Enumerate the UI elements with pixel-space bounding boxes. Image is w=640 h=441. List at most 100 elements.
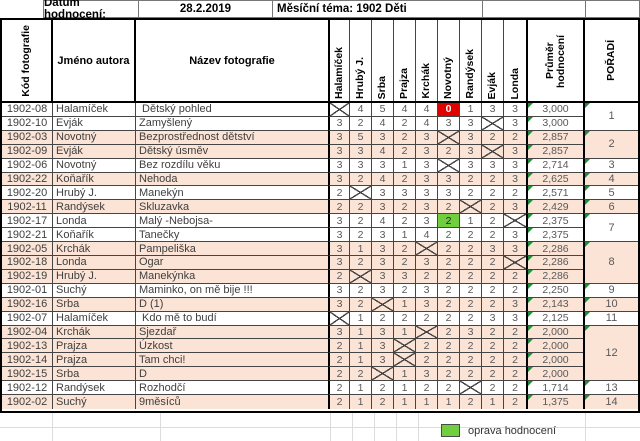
cell-score[interactable]: 4	[350, 103, 372, 117]
cell-score[interactable]: 2	[372, 311, 394, 326]
cell-score[interactable]: 2	[328, 381, 350, 396]
cell-author[interactable]: Srba	[53, 367, 136, 382]
cell-score[interactable]: 2	[482, 200, 504, 215]
cell-score[interactable]: 2	[482, 186, 504, 201]
cell-score[interactable]: 2	[438, 200, 460, 215]
cell-average[interactable]: 2,857	[526, 130, 583, 145]
cell-score[interactable]: 3	[416, 297, 438, 312]
cell-score[interactable]: 3	[482, 103, 504, 117]
cell-average[interactable]: 2,625	[526, 172, 583, 187]
cell-score[interactable]: 3	[416, 214, 438, 229]
cell-author[interactable]: Suchý	[53, 395, 136, 409]
cell-author[interactable]: Londa	[53, 214, 136, 229]
cell-score[interactable]: 2	[460, 186, 482, 201]
cell-score[interactable]: 2	[328, 186, 350, 201]
cell-score[interactable]: 3	[504, 242, 526, 256]
cell-code[interactable]: 1902-22	[2, 172, 53, 187]
cell-author[interactable]: Randýsek	[53, 381, 136, 396]
cell-score[interactable]: 2	[438, 214, 460, 229]
cell-score[interactable]: 2	[460, 269, 482, 284]
cell-author[interactable]: Koňařík	[53, 172, 136, 187]
cell-score[interactable]: 2	[482, 172, 504, 187]
cell-score[interactable]: 2	[350, 256, 372, 270]
cell-score[interactable]: 2	[438, 228, 460, 243]
cell-title[interactable]: Maminko, on mě bije !!!	[136, 283, 328, 298]
cell-score[interactable]: 2	[482, 256, 504, 270]
cell-code[interactable]: 1902-04	[2, 325, 53, 340]
cell-score[interactable]: 2	[438, 256, 460, 270]
cell-title[interactable]: D (1)	[136, 297, 328, 312]
cell-title[interactable]: Manekýnka	[136, 269, 328, 284]
cell-score[interactable]: 3	[394, 186, 416, 201]
cell-score[interactable]: 2	[394, 283, 416, 298]
cell-score[interactable]: 2	[328, 339, 350, 354]
col-header-judge[interactable]: Srba	[372, 20, 394, 101]
cell-score[interactable]: 3	[416, 367, 438, 382]
cell-score[interactable]: 1	[460, 103, 482, 117]
cell-author[interactable]: Koňařík	[53, 228, 136, 243]
cell-score[interactable]: 3	[460, 116, 482, 131]
cell-average[interactable]: 2,375	[526, 214, 583, 229]
cell-author[interactable]: Randýsek	[53, 200, 136, 215]
cell-average[interactable]: 2,143	[526, 297, 583, 312]
cell-average[interactable]: 3,000	[526, 103, 583, 117]
cell-score[interactable]: 3	[438, 186, 460, 201]
cell-author[interactable]: Hrubý J.	[53, 269, 136, 284]
cell-title[interactable]: Manekýn	[136, 186, 328, 201]
cell-score[interactable]: 2	[482, 325, 504, 340]
cell-code[interactable]: 1902-14	[2, 353, 53, 368]
cell-rank[interactable]: 14	[583, 395, 638, 409]
cell-score[interactable]: 3	[328, 242, 350, 256]
cell-rank[interactable]: 4	[583, 172, 638, 187]
cell-title[interactable]: Malý -Nebojsa-	[136, 214, 328, 229]
cell-score[interactable]: 2	[460, 367, 482, 382]
cell-code[interactable]: 1902-05	[2, 242, 53, 256]
col-header-judge[interactable]: Evják	[482, 20, 504, 101]
cell-title[interactable]: Bezprostřednost dětství	[136, 130, 328, 145]
cell-score[interactable]: 2	[438, 269, 460, 284]
cell-average[interactable]: 2,000	[526, 353, 583, 368]
cell-score[interactable]	[328, 311, 350, 326]
cell-average[interactable]: 2,857	[526, 144, 583, 159]
cell-code[interactable]: 1902-08	[2, 103, 53, 117]
col-header-title[interactable]: Název fotografie	[136, 20, 328, 101]
cell-title[interactable]: Nehoda	[136, 172, 328, 187]
empty-cell[interactable]	[482, 0, 586, 18]
cell-score[interactable]: 3	[416, 158, 438, 173]
cell-score[interactable]	[438, 130, 460, 145]
cell-score[interactable]: 2	[460, 256, 482, 270]
cell-code[interactable]: 1902-12	[2, 381, 53, 396]
cell-average[interactable]: 2,000	[526, 367, 583, 382]
cell-score[interactable]: 1	[350, 325, 372, 340]
cell-score[interactable]: 2	[482, 228, 504, 243]
cell-score[interactable]: 3	[416, 186, 438, 201]
cell-score[interactable]: 3	[372, 269, 394, 284]
cell-score[interactable]: 3	[372, 130, 394, 145]
cell-score[interactable]: 3	[504, 297, 526, 312]
cell-score[interactable]: 3	[416, 172, 438, 187]
col-header-judge[interactable]: Hrubý J.	[350, 20, 372, 101]
cell-score[interactable]: 2	[504, 339, 526, 354]
cell-score[interactable]: 2	[416, 311, 438, 326]
col-header-judge[interactable]: Londa	[504, 20, 526, 101]
cell-score[interactable]: 2	[416, 353, 438, 368]
cell-score[interactable]: 2	[350, 200, 372, 215]
cell-score[interactable]: 3	[460, 144, 482, 159]
cell-score[interactable]: 2	[438, 311, 460, 326]
cell-score[interactable]: 2	[504, 353, 526, 368]
cell-title[interactable]: Sjezdař	[136, 325, 328, 340]
cell-score[interactable]: 3	[438, 172, 460, 187]
datum-value-cell[interactable]: 28.2.2019	[138, 0, 273, 18]
cell-score[interactable]: 3	[504, 158, 526, 173]
cell-score[interactable]: 2	[504, 130, 526, 145]
cell-score[interactable]	[350, 269, 372, 284]
cell-score[interactable]: 2	[416, 381, 438, 396]
cell-code[interactable]: 1902-06	[2, 158, 53, 173]
cell-score[interactable]: 3	[328, 256, 350, 270]
cell-score[interactable]: 3	[416, 256, 438, 270]
cell-rank[interactable]: 9	[583, 283, 638, 298]
cell-score[interactable]: 3	[328, 325, 350, 340]
cell-average[interactable]: 2,286	[526, 242, 583, 256]
cell-score[interactable]: 2	[460, 353, 482, 368]
cell-average[interactable]: 2,000	[526, 325, 583, 340]
